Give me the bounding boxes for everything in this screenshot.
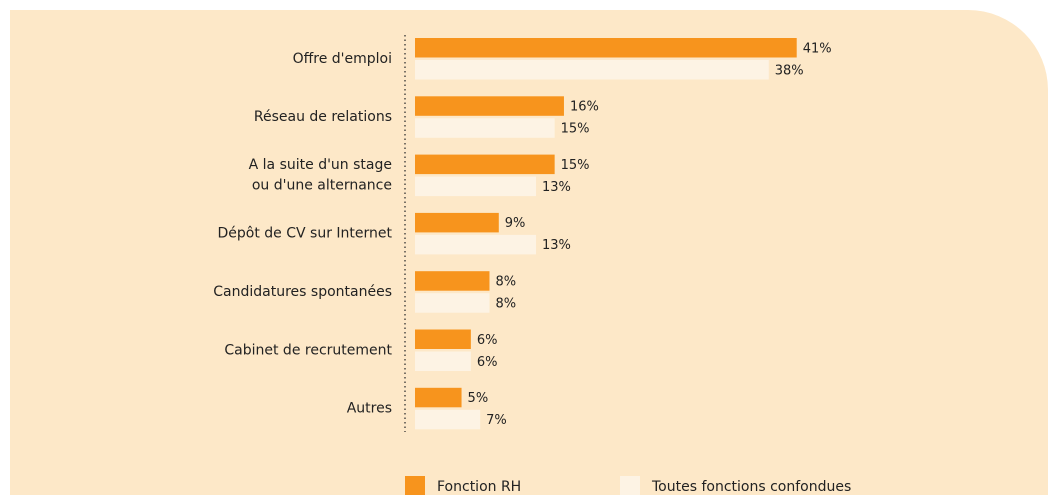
- value-label: 38%: [775, 63, 804, 78]
- value-label: 9%: [505, 216, 526, 231]
- bar: [415, 60, 769, 80]
- category-label: Offre d'emploi: [293, 51, 392, 67]
- value-label: 13%: [542, 180, 571, 195]
- bar: [415, 176, 537, 197]
- bar: [415, 234, 537, 255]
- value-label: 8%: [495, 274, 516, 289]
- legend-label: Toutes fonctions confondues: [651, 479, 851, 495]
- value-label: 7%: [486, 413, 507, 428]
- category-label: Dépôt de CV sur Internet: [217, 226, 392, 242]
- bar: [415, 96, 564, 116]
- category-label: Autres: [347, 401, 392, 417]
- value-label: 15%: [561, 158, 590, 173]
- value-label: 6%: [477, 355, 498, 370]
- category-label: Cabinet de recrutement: [224, 342, 392, 358]
- bar: [415, 38, 797, 58]
- bar: [415, 351, 471, 371]
- value-label: 5%: [468, 391, 489, 406]
- bar: [415, 118, 555, 138]
- bar: [415, 212, 499, 233]
- value-label: 8%: [495, 296, 516, 311]
- bar: [415, 329, 471, 349]
- value-label: 16%: [570, 100, 599, 115]
- bar: [415, 154, 555, 175]
- category-label: Réseau de relations: [254, 109, 392, 125]
- bar: [415, 293, 490, 313]
- bar: [415, 387, 462, 408]
- category-label: A la suite d'un stage ou d'une alternance: [249, 157, 392, 193]
- category-label: Candidatures spontanées: [213, 284, 392, 300]
- value-label: 13%: [542, 238, 571, 253]
- value-label: 15%: [561, 122, 590, 137]
- legend-swatch: [620, 476, 640, 495]
- bar: [415, 271, 490, 291]
- legend-label: Fonction RH: [437, 479, 521, 495]
- value-label: 6%: [477, 333, 498, 348]
- value-label: 41%: [803, 41, 832, 56]
- bar: [415, 409, 481, 430]
- legend-swatch: [405, 476, 425, 495]
